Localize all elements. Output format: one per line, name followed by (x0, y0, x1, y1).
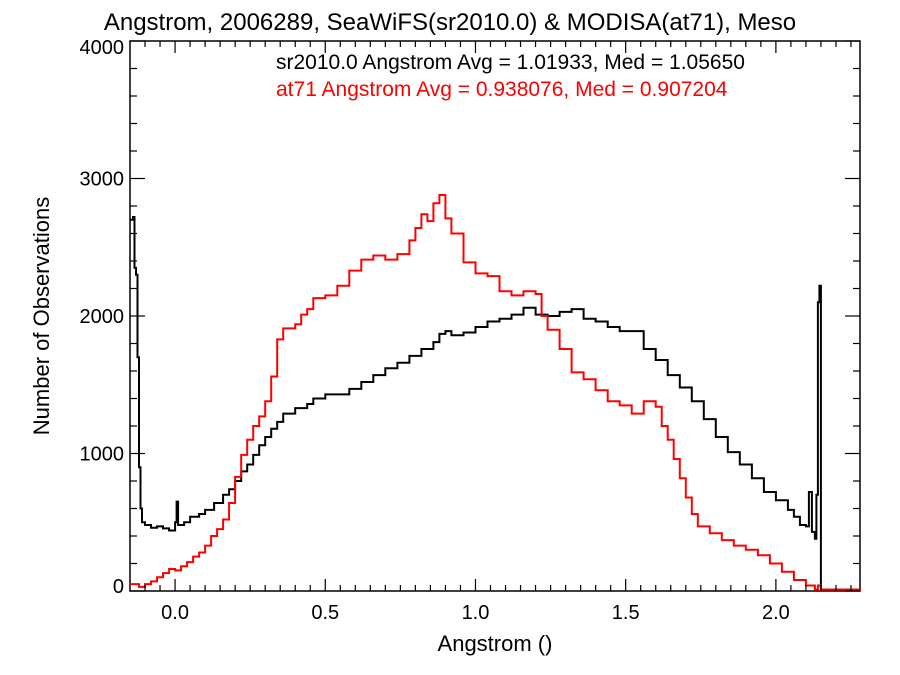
x-tick-label: 1.5 (612, 602, 640, 624)
series-layer (130, 194, 861, 591)
y-axis: 0 1000 2000 3000 4000 (80, 37, 860, 598)
series-line-0 (130, 216, 861, 591)
y-tick-label: 0 (113, 576, 124, 598)
x-tick-label: 0.0 (161, 602, 189, 624)
y-tick-label: 4000 (80, 37, 125, 59)
y-tick-label: 3000 (80, 169, 125, 191)
y-axis-label: Number of Observations (29, 197, 54, 435)
x-axis-label: Angstrom () (438, 631, 553, 656)
series-line-1 (130, 194, 861, 591)
annotation-black: sr2010.0 Angstrom Avg = 1.01933, Med = 1… (276, 51, 745, 74)
plot-frame (129, 40, 861, 592)
x-axis: 0.0 0.5 1.0 1.5 2.0 (144, 41, 852, 624)
x-tick-label: 2.0 (762, 602, 790, 624)
y-tick-label: 2000 (80, 306, 125, 328)
annotation-red: at71 Angstrom Avg = 0.938076, Med = 0.90… (276, 78, 728, 101)
x-tick-label: 1.0 (462, 602, 490, 624)
y-tick-label: 1000 (80, 444, 125, 466)
chart-title: Angstrom, 2006289, SeaWiFS(sr2010.0) & M… (104, 9, 796, 36)
x-tick-label: 0.5 (311, 602, 339, 624)
